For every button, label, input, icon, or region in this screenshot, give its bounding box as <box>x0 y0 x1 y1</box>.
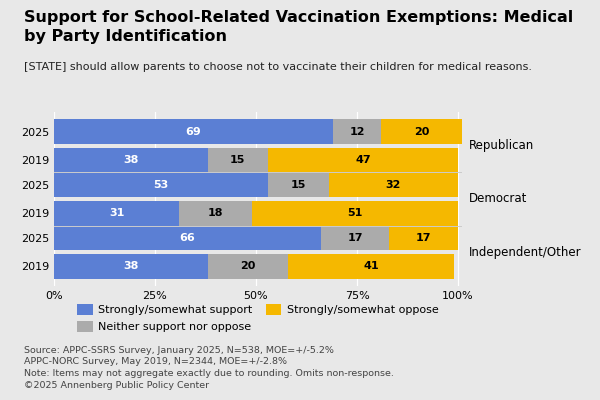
Text: 47: 47 <box>355 155 371 165</box>
Text: 20: 20 <box>240 261 256 271</box>
Text: 69: 69 <box>185 127 201 137</box>
Bar <box>54 148 208 172</box>
Bar <box>333 120 381 144</box>
Text: 32: 32 <box>386 180 401 190</box>
Text: Independent/Other: Independent/Other <box>469 246 581 258</box>
Text: 15: 15 <box>230 155 245 165</box>
Bar <box>252 200 458 226</box>
Text: 20: 20 <box>414 127 429 137</box>
Text: 66: 66 <box>179 233 195 243</box>
Text: 15: 15 <box>291 180 306 190</box>
Bar <box>288 254 454 278</box>
Text: Democrat: Democrat <box>469 192 527 206</box>
Bar <box>268 148 458 172</box>
Bar <box>179 200 252 226</box>
Bar <box>268 172 329 198</box>
Bar <box>208 254 288 278</box>
Text: 17: 17 <box>347 233 363 243</box>
Text: 12: 12 <box>349 127 365 137</box>
Text: Support for School-Related Vaccination Exemptions: Medical
by Party Identificati: Support for School-Related Vaccination E… <box>24 10 573 44</box>
Bar <box>389 226 458 250</box>
Bar <box>54 226 320 250</box>
Text: 41: 41 <box>363 261 379 271</box>
Text: 38: 38 <box>123 155 139 165</box>
Text: 51: 51 <box>347 208 362 218</box>
Text: 31: 31 <box>109 208 124 218</box>
Bar <box>320 226 389 250</box>
Bar <box>54 254 208 278</box>
Text: Source: APPC-SSRS Survey, January 2025, N=538, MOE=+/-5.2%
APPC-NORC Survey, May: Source: APPC-SSRS Survey, January 2025, … <box>24 346 394 390</box>
Bar <box>208 148 268 172</box>
Bar <box>381 120 462 144</box>
Bar <box>329 172 458 198</box>
Bar <box>54 200 179 226</box>
Text: 18: 18 <box>208 208 223 218</box>
Text: Republican: Republican <box>469 140 534 152</box>
Text: 17: 17 <box>416 233 431 243</box>
Bar <box>54 172 268 198</box>
Legend: Strongly/somewhat support, Neither support nor oppose, Strongly/somewhat oppose: Strongly/somewhat support, Neither suppo… <box>73 300 443 336</box>
Text: 38: 38 <box>123 261 139 271</box>
Text: 53: 53 <box>154 180 169 190</box>
Bar <box>54 120 333 144</box>
Text: [STATE] should allow parents to choose not to vaccinate their children for medic: [STATE] should allow parents to choose n… <box>24 62 532 72</box>
